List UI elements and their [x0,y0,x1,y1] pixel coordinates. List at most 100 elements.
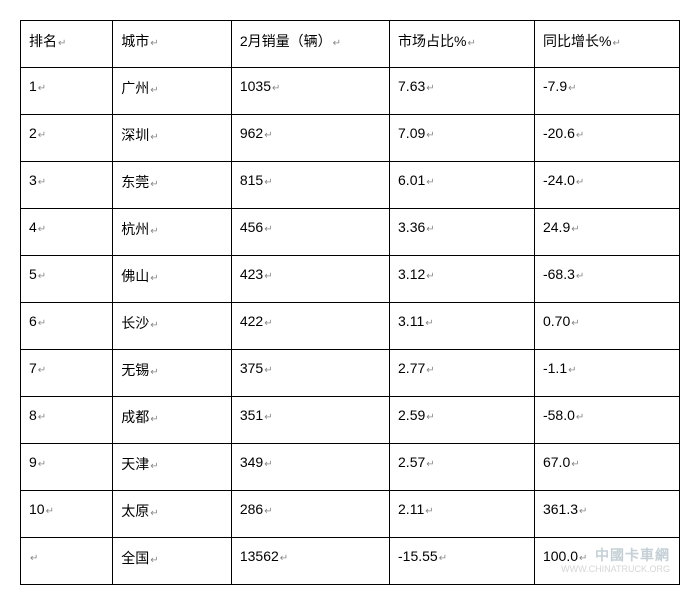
paragraph-mark-icon: ↵ [426,365,434,376]
cell-value: 1 [29,78,37,94]
paragraph-mark-icon: ↵ [439,553,447,564]
cell-value: 2.77 [398,360,425,376]
cell-value: 5 [29,266,37,282]
cell-rank: 2↵ [21,115,113,162]
header-growth: 同比增长%↵ [534,21,679,68]
cell-rank: 10↵ [21,491,113,538]
cell-value: 2.59 [398,407,425,423]
paragraph-mark-icon: ↵ [38,271,46,282]
table-row: 1↵广州↵1035↵7.63↵-7.9↵ [21,68,680,115]
cell-value: 8 [29,407,37,423]
cell-share: 7.63↵ [390,68,535,115]
cell-growth: 361.3↵ [534,491,679,538]
cell-sales: 286↵ [231,491,389,538]
paragraph-mark-icon: ↵ [333,38,341,49]
table-row: 5↵佛山↵423↵3.12↵-68.3↵ [21,256,680,303]
cell-value: 456 [240,219,263,235]
cell-value: 无锡 [121,362,149,378]
paragraph-mark-icon: ↵ [579,506,587,517]
header-label: 市场占比% [398,33,466,49]
header-sales: 2月销量（辆）↵ [231,21,389,68]
paragraph-mark-icon: ↵ [568,365,576,376]
cell-growth: -58.0↵ [534,397,679,444]
cell-value: 0.70 [543,313,570,329]
cell-value: 1035 [240,78,271,94]
table-row: 6↵长沙↵422↵3.11↵0.70↵ [21,303,680,350]
cell-value: -20.6 [543,125,575,141]
paragraph-mark-icon: ↵ [280,553,288,564]
cell-value: 10 [29,501,45,517]
paragraph-mark-icon: ↵ [38,412,46,423]
cell-city: 东莞↵ [113,162,232,209]
table-row: 10↵太原↵286↵2.11↵361.3↵ [21,491,680,538]
cell-rank: 6↵ [21,303,113,350]
header-label: 2月销量（辆） [240,33,332,49]
cell-city: 全国↵ [113,538,232,585]
paragraph-mark-icon: ↵ [264,224,272,235]
paragraph-mark-icon: ↵ [426,271,434,282]
paragraph-mark-icon: ↵ [576,177,584,188]
paragraph-mark-icon: ↵ [576,271,584,282]
header-label: 排名 [29,33,57,49]
table-row: 2↵深圳↵962↵7.09↵-20.6↵ [21,115,680,162]
cell-value: 349 [240,454,263,470]
paragraph-mark-icon: ↵ [30,553,38,564]
paragraph-mark-icon: ↵ [46,506,54,517]
table-row: 9↵天津↵349↵2.57↵67.0↵ [21,444,680,491]
cell-value: 67.0 [543,454,570,470]
cell-sales: 456↵ [231,209,389,256]
paragraph-mark-icon: ↵ [426,412,434,423]
cell-value: -7.9 [543,78,567,94]
paragraph-mark-icon: ↵ [38,83,46,94]
cell-value: 351 [240,407,263,423]
cell-value: -24.0 [543,172,575,188]
paragraph-mark-icon: ↵ [426,83,434,94]
paragraph-mark-icon: ↵ [264,459,272,470]
cell-value: 361.3 [543,501,578,517]
cell-sales: 13562↵ [231,538,389,585]
cell-value: 3 [29,172,37,188]
cell-share: 2.59↵ [390,397,535,444]
cell-share: 2.57↵ [390,444,535,491]
cell-value: 天津 [121,456,149,472]
cell-sales: 375↵ [231,350,389,397]
header-rank: 排名↵ [21,21,113,68]
paragraph-mark-icon: ↵ [150,85,158,96]
header-share: 市场占比%↵ [390,21,535,68]
cell-growth: -20.6↵ [534,115,679,162]
cell-city: 深圳↵ [113,115,232,162]
paragraph-mark-icon: ↵ [576,412,584,423]
cell-value: -15.55 [398,548,438,564]
cell-sales: 351↵ [231,397,389,444]
cell-rank: 5↵ [21,256,113,303]
cell-value: -1.1 [543,360,567,376]
cell-city: 无锡↵ [113,350,232,397]
paragraph-mark-icon: ↵ [264,130,272,141]
cell-value: 3.36 [398,219,425,235]
paragraph-mark-icon: ↵ [426,224,434,235]
table-head: 排名↵ 城市 ↵ 2月销量（辆）↵ 市场占比%↵ 同比增长%↵ [21,21,680,68]
paragraph-mark-icon: ↵ [576,130,584,141]
cell-sales: 962↵ [231,115,389,162]
cell-value: 成都 [121,409,149,425]
cell-growth: 67.0↵ [534,444,679,491]
cell-city: 杭州↵ [113,209,232,256]
header-label: 城市 [121,33,149,49]
paragraph-mark-icon: ↵ [150,367,158,378]
cell-share: 6.01↵ [390,162,535,209]
cell-value: 2.57 [398,454,425,470]
paragraph-mark-icon: ↵ [272,83,280,94]
cell-rank: 8↵ [21,397,113,444]
cell-share: 7.09↵ [390,115,535,162]
cell-value: 6 [29,313,37,329]
cell-value: 24.9 [543,219,570,235]
cell-sales: 349↵ [231,444,389,491]
table-body: 1↵广州↵1035↵7.63↵-7.9↵2↵深圳↵962↵7.09↵-20.6↵… [21,68,680,585]
cell-rank: 1↵ [21,68,113,115]
paragraph-mark-icon: ↵ [150,273,158,284]
cell-value: 长沙 [121,315,149,331]
paragraph-mark-icon: ↵ [425,506,433,517]
cell-growth: -24.0↵ [534,162,679,209]
cell-sales: 1035↵ [231,68,389,115]
cell-value: 7.63 [398,78,425,94]
